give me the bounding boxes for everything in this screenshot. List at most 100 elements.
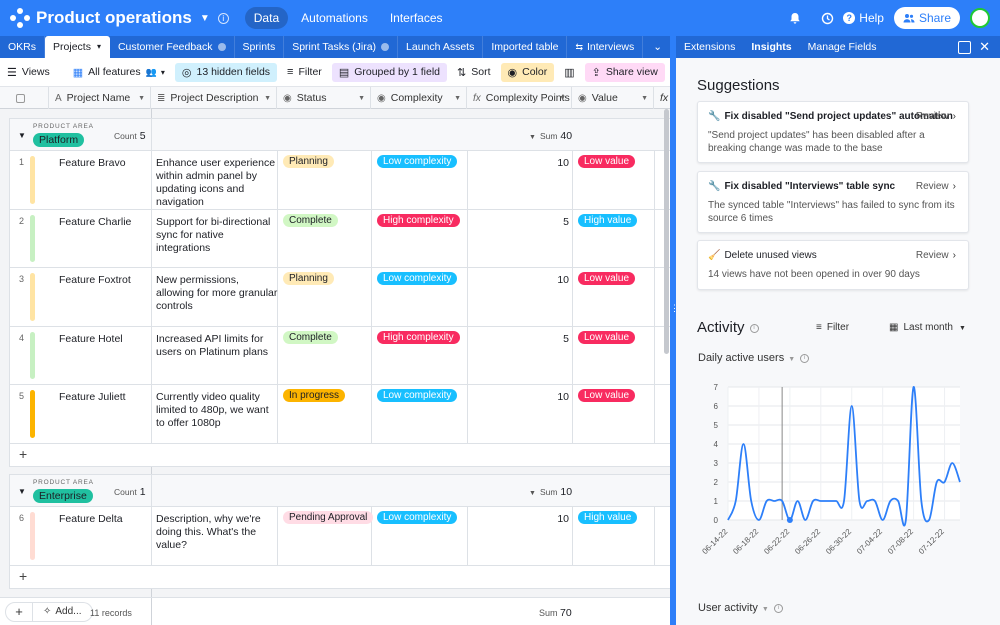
project-description-cell[interactable]: Support for bi-directional sync for nati… — [156, 215, 271, 254]
review-link[interactable]: Review › — [916, 111, 956, 122]
nav-data[interactable]: Data — [244, 7, 289, 29]
complexity-points-cell[interactable]: 10 — [557, 157, 569, 169]
project-description-cell[interactable]: Currently video quality limited to 480p,… — [156, 391, 269, 429]
collapse-group-icon[interactable]: ▼ — [18, 487, 26, 496]
collapse-group-icon[interactable]: ▼ — [18, 131, 26, 140]
review-link[interactable]: Review › — [916, 250, 956, 261]
tab-extensions[interactable]: Extensions — [684, 41, 736, 53]
add-menu-button[interactable]: ✧ Add... — [33, 601, 93, 622]
project-name-cell[interactable]: Feature Bravo — [59, 157, 126, 169]
history-icon[interactable] — [820, 11, 834, 25]
complexity-points-cell[interactable]: 5 — [563, 332, 569, 345]
filter-button[interactable]: ≡ Filter — [280, 63, 329, 81]
chevron-down-icon[interactable]: ⌄ — [653, 41, 663, 53]
tab-projects[interactable]: Projects ▾ — [45, 36, 110, 58]
info-icon[interactable]: i — [217, 12, 229, 24]
col-project-description[interactable]: ≣ Project Description ▼ — [151, 87, 277, 109]
project-description-cell[interactable]: Enhance user experience within admin pan… — [156, 157, 276, 208]
project-description-cell[interactable]: Increased API limits for users on Platin… — [156, 332, 269, 358]
close-icon[interactable]: ✕ — [979, 39, 990, 54]
nav-automations[interactable]: Automations — [301, 11, 368, 25]
user-avatar[interactable] — [970, 8, 990, 28]
status-cell[interactable]: Complete — [283, 213, 338, 227]
suggestion-card[interactable]: 🔧 Fix disabled "Interviews" table sync Re… — [697, 171, 969, 233]
add-record-row[interactable]: + — [10, 444, 670, 466]
panel-resize-handle[interactable]: ⋮ — [670, 36, 679, 625]
value-cell[interactable]: High value — [578, 213, 638, 227]
bell-icon[interactable] — [788, 11, 802, 25]
date-range-select[interactable]: ▦ Last month ▼ — [889, 322, 966, 333]
value-cell[interactable]: High value — [578, 511, 638, 524]
base-title[interactable]: Product operations — [36, 8, 192, 27]
col-value[interactable]: ◉ Value ▼ — [572, 87, 654, 109]
status-cell[interactable]: Planning — [283, 272, 334, 285]
chevron-down-icon[interactable]: ▼ — [761, 606, 769, 613]
tab-customer-feedback[interactable]: Customer Feedback — [110, 36, 235, 58]
complexity-points-cell[interactable]: 5 — [563, 215, 569, 228]
complexity-points-cell[interactable]: 10 — [557, 391, 569, 403]
nav-interfaces[interactable]: Interfaces — [389, 11, 443, 25]
value-cell[interactable]: Low value — [578, 389, 636, 402]
sort-button[interactable]: ⇅ Sort — [450, 63, 497, 82]
tab-launch-assets[interactable]: Launch Assets — [398, 36, 484, 58]
grid-scrollbar[interactable] — [664, 109, 669, 354]
add-record-row[interactable]: + — [10, 566, 670, 588]
complexity-cell[interactable]: High complexity — [377, 213, 460, 227]
status-cell[interactable]: In progress — [283, 389, 346, 402]
tab-imported-table[interactable]: Imported table — [483, 36, 568, 58]
complexity-points-cell[interactable]: 10 — [557, 274, 569, 286]
activity-filter-button[interactable]: ≡ Filter — [816, 322, 849, 333]
help-button[interactable]: ? Help — [843, 11, 884, 25]
project-description-cell[interactable]: Description, why we're doing this. What'… — [156, 513, 261, 551]
project-name-cell[interactable]: Feature Delta — [59, 513, 123, 525]
col-status[interactable]: ◉ Status ▼ — [277, 87, 371, 109]
table-row[interactable]: 2 Feature Charlie Support for bi-direction… — [10, 209, 670, 268]
project-name-cell[interactable]: Feature Charlie — [59, 215, 132, 228]
col-project-name[interactable]: A Project Name ▼ — [49, 87, 151, 109]
color-button[interactable]: ◉ Color — [500, 62, 555, 82]
share-button[interactable]: Share — [893, 7, 960, 29]
okr-logo-icon[interactable] — [10, 8, 30, 28]
complexity-points-cell[interactable]: 10 — [557, 513, 569, 525]
col-complexity-points[interactable]: fx Complexity Points ▼ — [467, 87, 572, 109]
complexity-cell[interactable]: Low complexity — [377, 511, 458, 524]
expand-icon[interactable] — [958, 40, 972, 54]
chevron-down-icon[interactable]: ▼ — [788, 356, 796, 363]
project-name-cell[interactable]: Feature Hotel — [59, 332, 123, 345]
value-cell[interactable]: Low value — [578, 155, 636, 168]
select-all-checkbox[interactable] — [16, 93, 25, 103]
tab-sprints[interactable]: Sprints — [235, 36, 285, 58]
value-cell[interactable]: Low value — [578, 330, 636, 344]
row-height-button[interactable]: ▥ — [557, 63, 581, 82]
table-row[interactable]: 5 Feature Juliett Currently video quality … — [10, 385, 670, 444]
complexity-cell[interactable]: Low complexity — [377, 155, 458, 168]
chevron-down-icon[interactable]: ▼ — [199, 12, 210, 24]
suggestion-card[interactable]: 🧹 Delete unused views Review › 14 views ha… — [697, 240, 969, 290]
tab-insights[interactable]: Insights — [751, 41, 792, 53]
table-row[interactable]: 6 Feature Delta Description, why we're doi… — [10, 507, 670, 566]
status-cell[interactable]: Complete — [283, 330, 338, 344]
value-cell[interactable]: Low value — [578, 272, 636, 285]
tab-okrs[interactable]: OKRs — [0, 36, 46, 58]
project-description-cell[interactable]: New permissions, allowing for more granu… — [156, 274, 278, 312]
tab-sprint-tasks[interactable]: Sprint Tasks (Jira) — [284, 36, 399, 58]
status-cell[interactable]: Pending Approval — [283, 511, 374, 524]
table-row[interactable]: 3 Feature Foxtrot New permissions, allowin… — [10, 268, 670, 327]
complexity-cell[interactable]: Low complexity — [377, 272, 458, 285]
col-complexity[interactable]: ◉ Complexity ▼ — [371, 87, 467, 109]
project-name-cell[interactable]: Feature Foxtrot — [59, 274, 131, 286]
share-view-button[interactable]: ⇪ Share view — [584, 62, 665, 82]
add-record-button[interactable]: + — [5, 601, 33, 622]
status-cell[interactable]: Planning — [283, 155, 334, 168]
project-name-cell[interactable]: Feature Juliett — [59, 391, 126, 403]
views-button[interactable]: ☰ Views — [0, 63, 57, 82]
hidden-fields-button[interactable]: ◎ 13 hidden fields — [174, 62, 278, 82]
suggestion-card[interactable]: 🔧 Fix disabled "Send project updates" aut… — [697, 101, 969, 163]
tab-interviews[interactable]: ⇆ Interviews — [567, 36, 644, 58]
view-switcher[interactable]: ▦ All features 👥 ▾ — [66, 63, 172, 82]
table-row[interactable]: 1 Feature Bravo Enhance user experience wi… — [10, 151, 670, 210]
table-row[interactable]: 4 Feature Hotel Increased API limits for u… — [10, 326, 670, 385]
group-button[interactable]: ▤ Grouped by 1 field — [331, 62, 448, 82]
complexity-cell[interactable]: High complexity — [377, 330, 460, 344]
review-link[interactable]: Review › — [916, 181, 956, 192]
